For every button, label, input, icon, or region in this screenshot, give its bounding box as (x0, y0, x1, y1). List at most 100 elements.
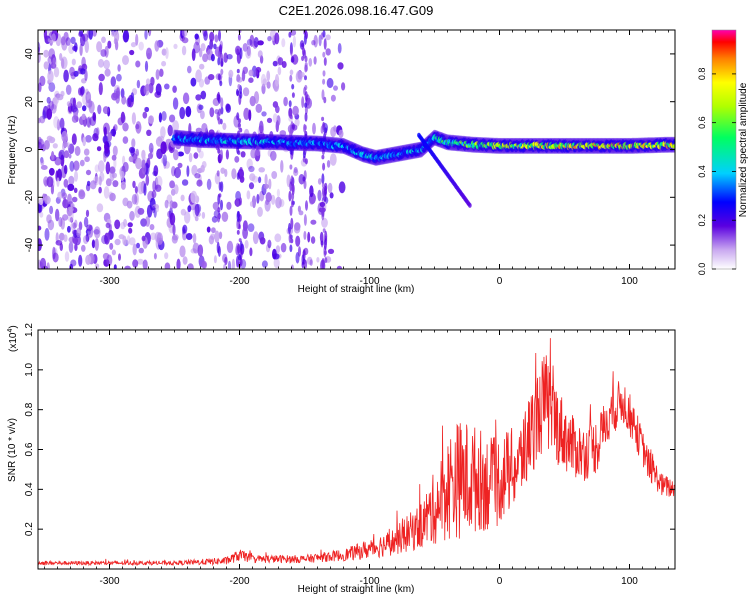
spectrogram-cell (321, 208, 325, 216)
spectrogram-cell (244, 239, 249, 249)
spectrogram-cell (337, 62, 344, 70)
spectrogram-cell (317, 189, 322, 202)
spectrogram-x-label: Height of straight line (km) (298, 284, 415, 295)
spectrogram-cell (60, 56, 68, 70)
spectrogram-cell (120, 221, 126, 230)
spectrogram-cell (80, 68, 86, 75)
spectrogram-cell (323, 96, 327, 104)
spectrogram-cell (319, 201, 326, 208)
spectrogram-cell (63, 164, 68, 175)
spectrogram-cell (129, 237, 136, 246)
spectrogram-cell (46, 96, 51, 104)
spectrogram-cell (65, 37, 71, 46)
spectrogram-cell (69, 263, 74, 269)
spectrogram-cell (158, 112, 162, 123)
spectrogram-cell (198, 47, 203, 58)
spectrogram-cell (200, 110, 205, 120)
spectrogram-cell (251, 195, 257, 209)
spectrogram-cell (220, 149, 223, 161)
spectrogram-cell (86, 224, 93, 232)
spectrogram-cell (38, 198, 44, 205)
spectrogram-cell (200, 43, 206, 52)
spectrogram-cell (313, 34, 318, 48)
spectrogram-cell (320, 125, 324, 134)
x-tick-label: -200 (229, 576, 249, 587)
spectrogram-cell (160, 141, 167, 155)
spectrogram-cell (249, 247, 253, 257)
spectrogram-cell (135, 60, 141, 68)
spectrogram-cell (274, 32, 280, 45)
spectrogram-cell (38, 41, 41, 53)
spectrogram-cell (219, 80, 223, 87)
spectrogram-cell (56, 119, 61, 131)
spectrogram-cell (76, 101, 83, 109)
spectrogram-cell (124, 265, 131, 269)
spectrogram-cell (80, 33, 86, 47)
spectrogram-cell (212, 201, 220, 211)
spectrogram-cell (203, 30, 208, 41)
spectrogram-cell (191, 48, 196, 61)
spectrogram-cell (159, 68, 164, 78)
spectrogram-cell (320, 240, 324, 246)
spectrogram-cell (172, 224, 176, 236)
spectrogram-cell (292, 35, 296, 48)
spectrogram-cell (199, 63, 205, 70)
spectrogram-cell (121, 95, 127, 105)
spectrogram-cell (85, 183, 91, 192)
spectrogram-cell (301, 261, 305, 269)
spectrogram-cell (242, 66, 248, 75)
snr-panel: -300 -200 -100 0 100 0.2 0.4 0.6 0.8 1.0 1.2 Heig… (7, 323, 676, 595)
spectrogram-cell (321, 173, 325, 185)
spectrogram-cell (236, 198, 239, 208)
spectrogram-cell (217, 214, 220, 219)
spectrogram-cell (49, 205, 54, 215)
snr-multiplier-exp: 4 (7, 329, 14, 333)
spectrogram-cell (92, 30, 98, 37)
spectrogram-cell (43, 30, 47, 41)
spectrogram-cell (327, 182, 333, 194)
spectrogram-cell (263, 183, 269, 189)
spectrogram-cell (110, 76, 117, 87)
spectrogram-cell (266, 81, 271, 89)
spectrogram-cell (169, 180, 176, 189)
spectrogram-cell (239, 175, 245, 183)
spectrogram-cell (295, 70, 303, 83)
spectrogram-cell (258, 176, 262, 184)
spectrogram-cell (43, 61, 49, 70)
spectrogram-cell (164, 252, 169, 260)
spectrogram-cell (38, 52, 41, 63)
spectrogram-cell (71, 196, 78, 203)
spectrogram-cell (280, 160, 284, 173)
spectrogram-cell (96, 127, 100, 137)
spectrogram-cell (289, 244, 293, 253)
spectrogram-cell (109, 242, 114, 250)
spectrogram-cell (122, 122, 129, 132)
spectrogram-cell (289, 164, 293, 170)
spectrogram-cell (209, 107, 215, 118)
spectrogram-cell (185, 106, 192, 118)
spectrogram-cell (99, 171, 105, 182)
spectrogram-cell (177, 162, 183, 168)
spectrogram-cell (82, 105, 87, 112)
spectrogram-cell (51, 33, 56, 43)
spectrogram-cell (214, 230, 220, 243)
spectrogram-cell (56, 177, 60, 188)
spectrogram-cell (141, 149, 146, 160)
spectrogram-cell (146, 129, 152, 136)
spectrogram-cell (98, 160, 105, 173)
spectrogram-cell (177, 151, 184, 157)
snr-multiplier: (x104) (7, 325, 19, 352)
spectrogram-cell (44, 228, 50, 241)
spectrogram-cell (56, 93, 64, 101)
spectrogram-cell (187, 263, 194, 269)
spectrogram-cell (112, 145, 118, 157)
spectrogram-cell (72, 222, 77, 229)
spectrogram-cell (93, 226, 101, 239)
snr-multiplier-base: (x10 (8, 332, 19, 352)
spectrogram-cell (271, 171, 278, 179)
spectrogram-cell (135, 148, 139, 157)
spectrogram-cell (304, 102, 308, 108)
spectrogram-cell (122, 55, 129, 66)
spectrogram-cell (257, 206, 263, 217)
